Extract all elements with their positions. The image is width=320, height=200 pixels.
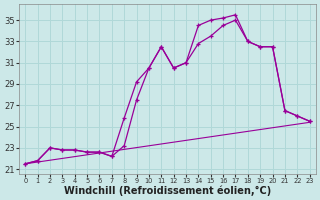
X-axis label: Windchill (Refroidissement éolien,°C): Windchill (Refroidissement éolien,°C): [64, 185, 271, 196]
